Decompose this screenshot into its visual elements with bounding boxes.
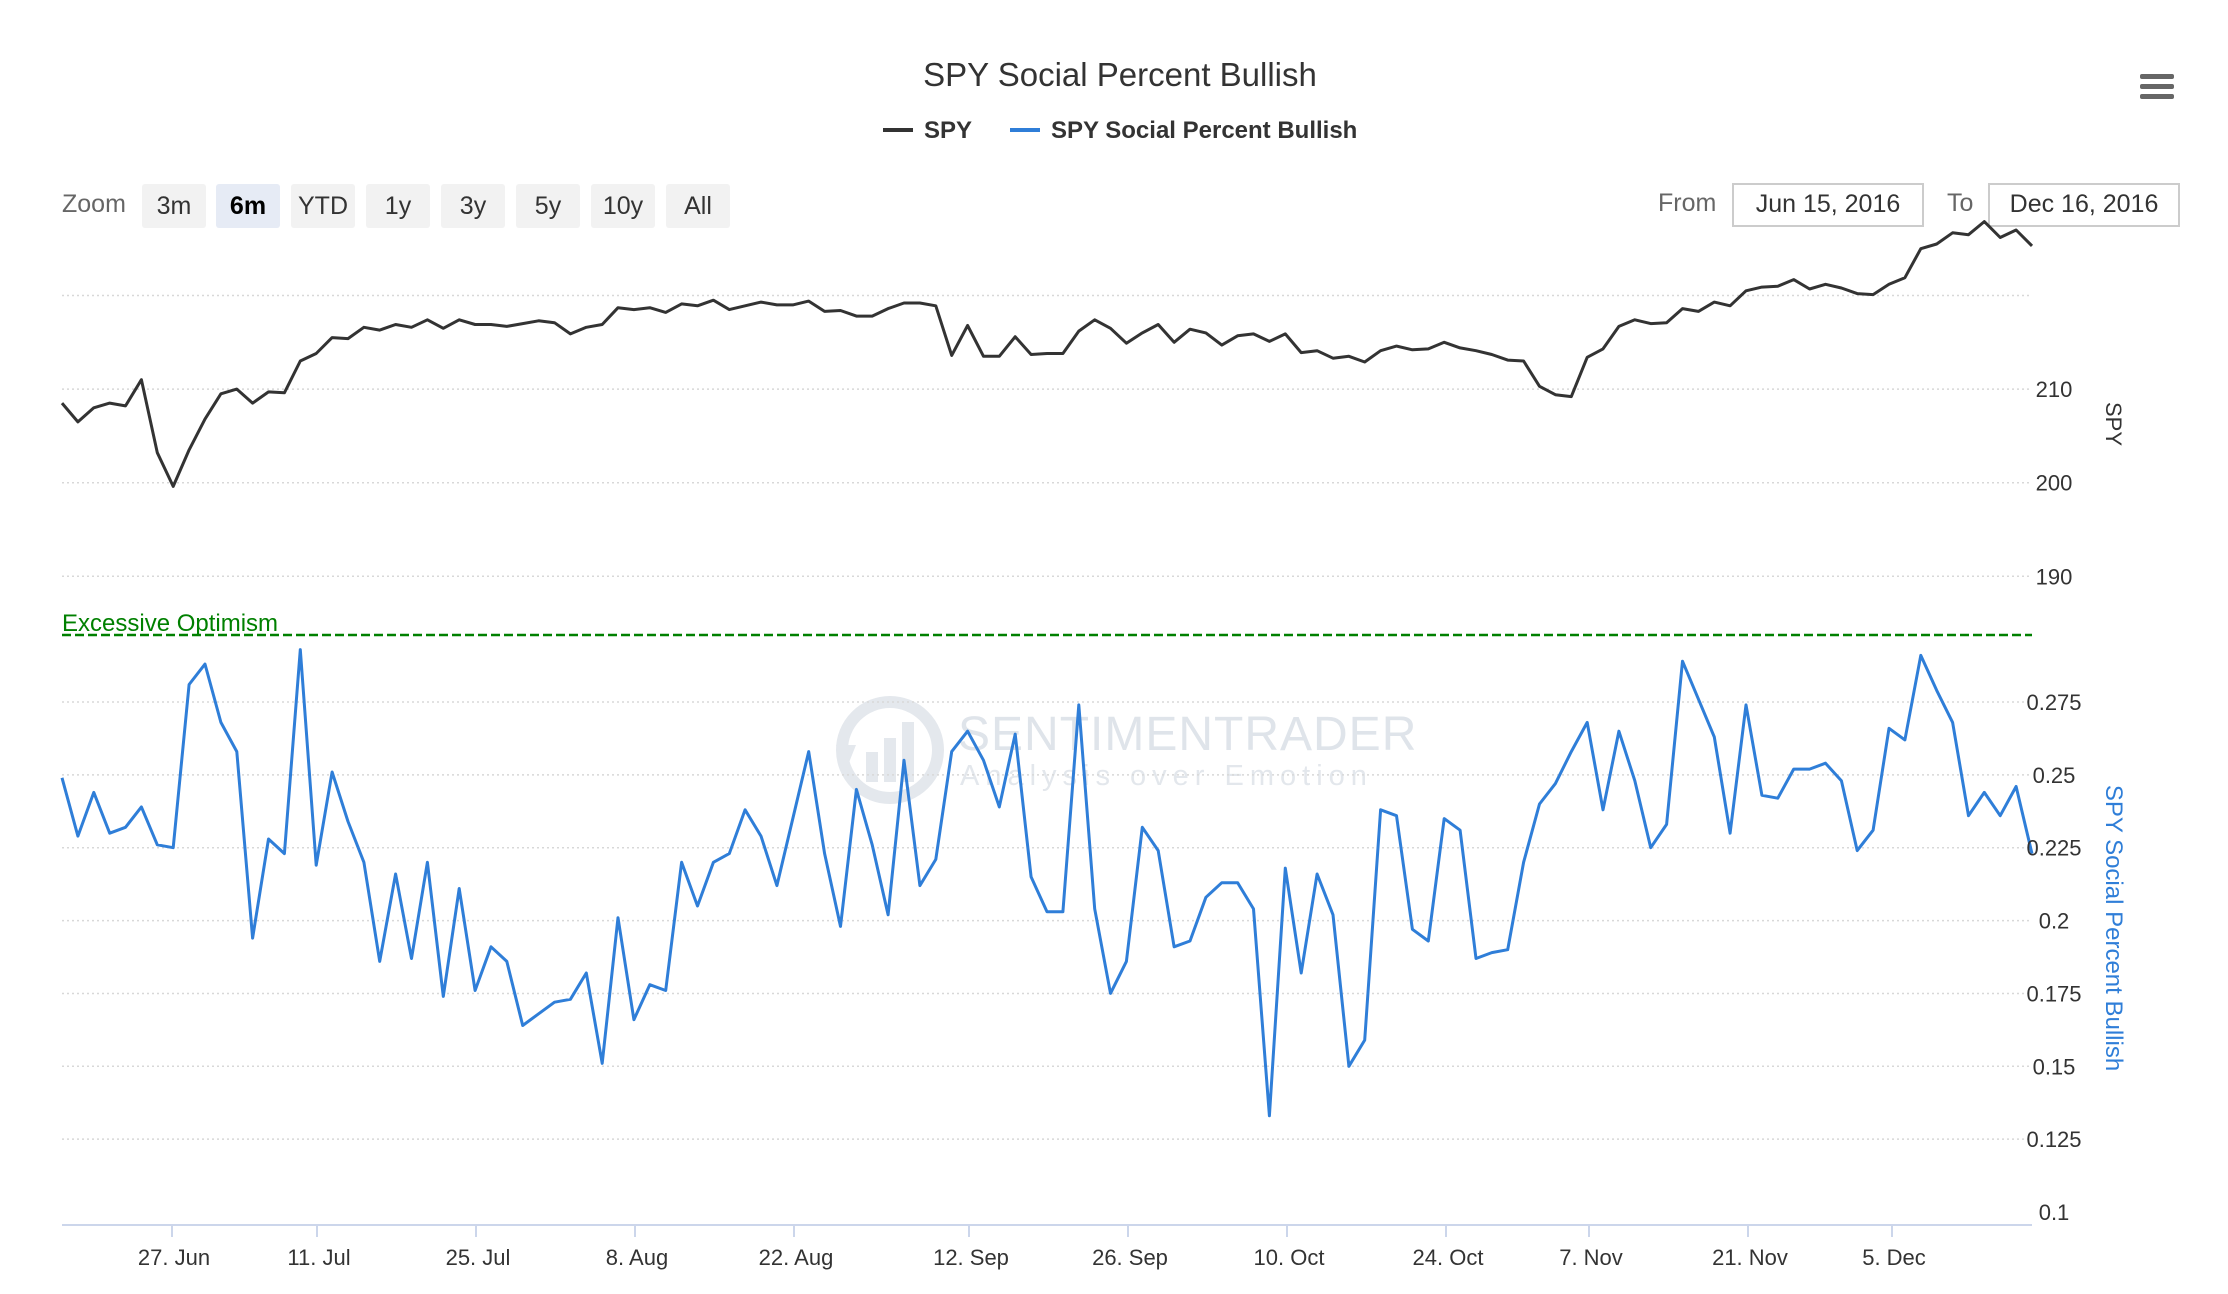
x-tick-label: 12. Sep: [933, 1245, 1009, 1270]
x-tick-label: 27. Jun: [138, 1245, 210, 1270]
x-tick-label: 10. Oct: [1254, 1245, 1325, 1270]
bullish-y-tick-label: 0.225: [2026, 836, 2081, 861]
zoom-buttons: 3m 6m YTD 1y 3y 5y 10y All: [142, 184, 730, 228]
bullish-y-tick-label: 0.275: [2026, 690, 2081, 715]
zoom-button-label: 6m: [230, 192, 266, 220]
zoom-button-bg: [142, 184, 206, 228]
spy-y-tick-label: 190: [2036, 564, 2073, 589]
chart-title: SPY Social Percent Bullish: [923, 56, 1317, 93]
spy-series: [60, 220, 2034, 488]
legend-label-bullish: SPY Social Percent Bullish: [1051, 117, 1357, 144]
zoom-button-label: YTD: [298, 192, 348, 220]
zoom-button-1y[interactable]: 1y: [366, 184, 430, 228]
legend-item-bullish[interactable]: SPY Social Percent Bullish: [1010, 117, 1357, 144]
zoom-button-3m[interactable]: 3m: [142, 184, 206, 228]
spy-y-tick-label: 210: [2036, 377, 2073, 402]
spy-y-axis: 190 200 210: [2036, 377, 2073, 589]
range-to-value: Dec 16, 2016: [2010, 190, 2159, 218]
x-tick-label: 22. Aug: [759, 1245, 834, 1270]
x-tick-label: 5. Dec: [1862, 1245, 1926, 1270]
watermark-text: SENTIMENTRADER: [958, 708, 1417, 761]
range-from-value: Jun 15, 2016: [1756, 190, 1901, 218]
bullish-y-tick-label: 0.15: [2033, 1054, 2076, 1079]
watermark-subtext: Analysis over Emotion: [960, 760, 1373, 792]
x-tick-label: 25. Jul: [446, 1245, 511, 1270]
spy-gridlines: [62, 294, 2032, 578]
watermark-logo-icon: [836, 696, 944, 804]
range-from-label: From: [1658, 189, 1716, 217]
zoom-label: Zoom: [62, 190, 126, 218]
bullish-y-tick-label: 0.25: [2033, 763, 2076, 788]
zoom-button-bg: [441, 184, 505, 228]
zoom-button-label: All: [684, 192, 712, 220]
bullish-y-tick-label: 0.2: [2039, 909, 2070, 934]
range-from-input[interactable]: Jun 15, 2016: [1732, 183, 1924, 227]
x-tick-label: 26. Sep: [1092, 1245, 1168, 1270]
zoom-button-label: 10y: [603, 192, 644, 220]
zoom-button-bg: [516, 184, 580, 228]
bullish-y-tick-label: 0.1: [2039, 1200, 2070, 1225]
bullish-gridlines: [62, 701, 2032, 1140]
x-tick-label: 11. Jul: [287, 1245, 350, 1270]
range-to-label: To: [1947, 189, 1973, 217]
spy-axis-title: SPY: [2101, 402, 2126, 446]
legend-item-spy[interactable]: SPY: [883, 117, 972, 144]
bullish-y-tick-label: 0.175: [2026, 981, 2081, 1006]
excessive-optimism-label: Excessive Optimism: [62, 610, 278, 637]
bullish-y-tick-label: 0.125: [2026, 1127, 2081, 1152]
x-tick-label: 7. Nov: [1559, 1245, 1623, 1270]
zoom-button-label: 3m: [157, 192, 192, 220]
spy-y-tick-label: 200: [2036, 471, 2073, 496]
range-selector: From Jun 15, 2016 To Dec 16, 2016: [1658, 183, 2180, 227]
zoom-button-bg: [366, 184, 430, 228]
excessive-optimism-band: Excessive Optimism: [62, 610, 2032, 637]
zoom-button-bg: [591, 184, 655, 228]
legend-label-spy: SPY: [924, 117, 972, 144]
zoom-button-label: 1y: [385, 192, 412, 220]
bullish-axis-title: SPY Social Percent Bullish: [2100, 785, 2127, 1071]
zoom-button-bg: [291, 184, 355, 228]
hamburger-menu-icon[interactable]: [2130, 64, 2180, 104]
zoom-button-3y[interactable]: 3y: [441, 184, 505, 228]
spy-series-line: [60, 220, 2034, 488]
range-to-input[interactable]: Dec 16, 2016: [1988, 183, 2180, 227]
x-axis: 27. Jun 11. Jul 25. Jul 8. Aug 22. Aug 12. Se…: [138, 1225, 1926, 1270]
zoom-button-10y[interactable]: 10y: [591, 184, 655, 228]
zoom-button-6m[interactable]: 6m: [216, 184, 280, 228]
zoom-button-label: 5y: [535, 192, 562, 220]
zoom-button-ytd[interactable]: YTD: [291, 184, 355, 228]
watermark: SENTIMENTRADER Analysis over Emotion: [836, 696, 1417, 804]
x-tick-label: 24. Oct: [1413, 1245, 1484, 1270]
zoom-button-bg: [216, 184, 280, 228]
zoom-button-label: 3y: [460, 192, 487, 220]
zoom-button-bg: [666, 184, 730, 228]
zoom-button-all[interactable]: All: [666, 184, 730, 228]
bullish-series: [60, 648, 2034, 1118]
bullish-series-line: [60, 648, 2034, 1118]
x-tick-label: 21. Nov: [1712, 1245, 1788, 1270]
x-tick-label: 8. Aug: [606, 1245, 668, 1270]
legend: SPY SPY Social Percent Bullish: [883, 117, 1357, 144]
bullish-y-axis: 0.1 0.125 0.15 0.175 0.2 0.225 0.25 0.275: [2026, 690, 2081, 1225]
zoom-button-5y[interactable]: 5y: [516, 184, 580, 228]
